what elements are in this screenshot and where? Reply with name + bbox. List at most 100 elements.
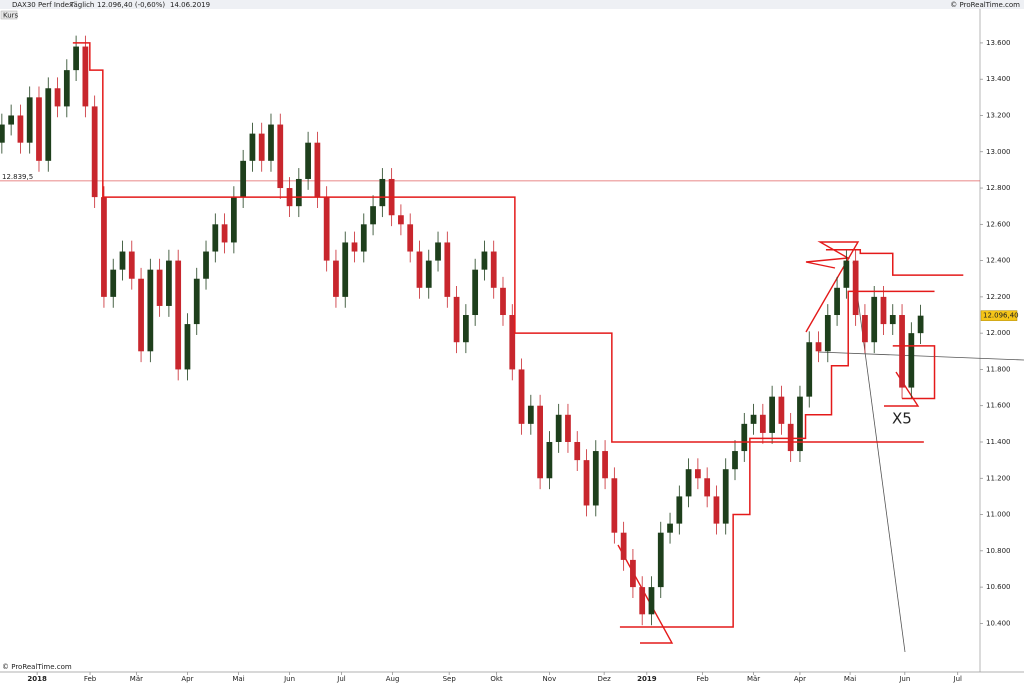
- overlay-line: [825, 248, 964, 276]
- candle-body: [342, 242, 349, 297]
- last-price-label: 12.096,40: [983, 312, 1019, 320]
- candle-body: [249, 133, 256, 161]
- y-tick-label: 11.400: [986, 438, 1011, 446]
- candle-body: [592, 451, 599, 506]
- candle-body: [416, 251, 423, 288]
- candle-body: [490, 251, 497, 288]
- x-tick-label: Nov: [543, 675, 557, 683]
- candle-body: [268, 124, 274, 161]
- candle-body: [462, 315, 469, 343]
- candle-body: [119, 251, 126, 270]
- grey-line: [817, 351, 1024, 361]
- x-tick-label: Mär: [747, 675, 760, 683]
- candle-body: [481, 251, 488, 270]
- chart-title: DAX30 Perf Index: [12, 1, 73, 9]
- candle-body: [138, 278, 144, 352]
- candle-body: [713, 496, 720, 524]
- candle-body: [73, 46, 79, 71]
- y-tick-label: 11.800: [986, 365, 1011, 373]
- candle-body: [398, 215, 404, 225]
- candle-body: [871, 296, 878, 343]
- x-tick-label: Mai: [844, 675, 856, 683]
- period: Täglich: [69, 1, 94, 9]
- candle-body: [732, 451, 738, 470]
- x-tick-label: Jun: [283, 675, 295, 683]
- candle-body: [351, 242, 358, 252]
- y-tick-label: 11.000: [986, 511, 1011, 519]
- candle-body: [824, 315, 831, 352]
- candle-body: [843, 260, 850, 288]
- header-bar: [0, 0, 1024, 9]
- source: © ProRealTime.com: [950, 1, 1020, 9]
- candle-body: [82, 46, 89, 107]
- candle-body: [36, 97, 42, 161]
- candle-body: [240, 160, 247, 198]
- candle-body: [620, 532, 627, 560]
- candle-body: [787, 423, 794, 452]
- candle-body: [806, 342, 813, 397]
- x-tick-label: Feb: [84, 675, 97, 683]
- x-tick-label: Dez: [597, 675, 611, 683]
- candle-body: [435, 242, 441, 261]
- x-tick-label: Sep: [443, 675, 457, 683]
- candle-body: [101, 197, 107, 297]
- y-tick-label: 10.600: [986, 583, 1011, 591]
- candle-body: [602, 451, 608, 479]
- x-tick-label: Aug: [386, 675, 400, 683]
- overlay-line: [72, 42, 924, 443]
- candle-body: [537, 405, 543, 479]
- candle-body: [8, 115, 15, 125]
- y-tick-label: 10.400: [986, 619, 1011, 627]
- candle-body: [333, 260, 339, 297]
- candle-body: [899, 315, 905, 388]
- candle-body: [54, 88, 61, 107]
- candle-body: [741, 423, 748, 452]
- candle-body: [370, 206, 376, 225]
- candle-body: [657, 532, 664, 588]
- candle-body: [147, 269, 154, 352]
- candle-body: [518, 369, 525, 424]
- y-tick-label: 11.200: [986, 474, 1011, 482]
- candle-body: [379, 178, 386, 207]
- candle-body: [667, 523, 673, 533]
- candle-body: [685, 469, 692, 497]
- y-tick-label: 13.000: [986, 148, 1011, 156]
- candle-body: [258, 133, 265, 161]
- candle-body: [797, 396, 803, 452]
- candle-body: [722, 469, 729, 524]
- candle-body: [110, 269, 117, 297]
- candle-body: [880, 296, 887, 325]
- annotation: X5: [892, 410, 912, 428]
- candle-body: [425, 260, 432, 288]
- grey-lines: [817, 261, 1024, 653]
- candle-body: [305, 142, 311, 179]
- candle-body: [91, 106, 98, 198]
- panel-label: Kurs: [3, 12, 19, 20]
- candle-body: [676, 496, 683, 524]
- overlay-line: [892, 345, 936, 400]
- candle-body: [908, 333, 915, 388]
- candle-body: [583, 460, 590, 506]
- candle-body: [639, 587, 646, 615]
- x-tick-label: Okt: [490, 675, 503, 683]
- candle-body: [630, 559, 636, 588]
- x-tick-label: 2018: [27, 675, 47, 683]
- candle-body: [750, 414, 757, 424]
- candle-body: [862, 315, 868, 343]
- candle-body: [778, 396, 785, 424]
- y-tick-label: 12.200: [986, 293, 1011, 301]
- candle-body: [509, 315, 516, 370]
- price: 12.096,40 (-0,60%): [97, 1, 165, 9]
- candle-body: [759, 414, 766, 433]
- candle-body: [574, 441, 581, 461]
- candle-body: [769, 396, 775, 433]
- candle-body: [611, 478, 618, 533]
- candle-body: [360, 224, 367, 252]
- candle-body: [184, 324, 191, 370]
- y-tick-label: 12.400: [986, 257, 1011, 265]
- candle-body: [555, 414, 562, 442]
- candle-body: [193, 278, 200, 325]
- y-tick-label: 13.200: [986, 111, 1011, 119]
- grey-line: [852, 261, 906, 653]
